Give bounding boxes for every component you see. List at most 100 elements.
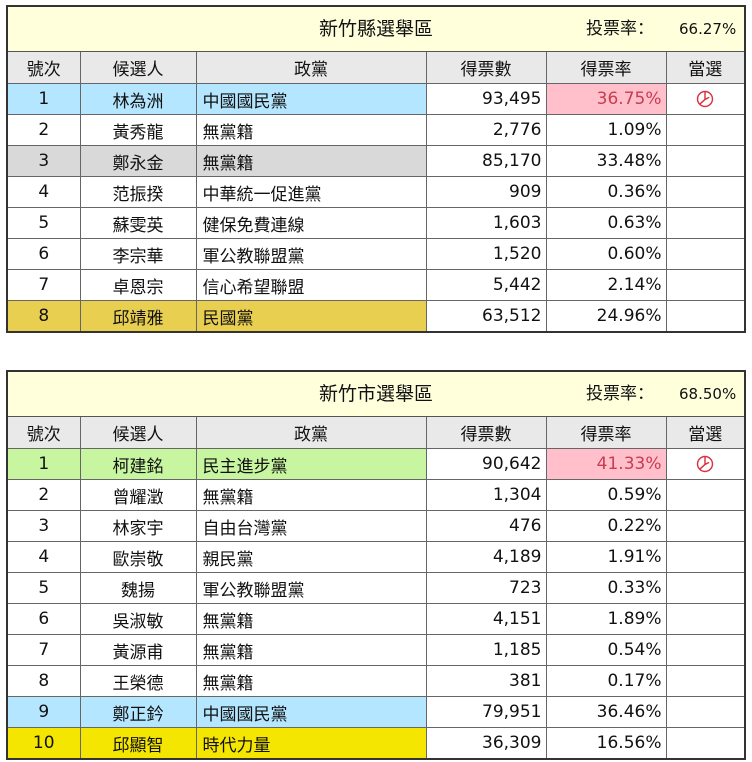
candidate-name: 林家宇 (79, 510, 197, 542)
candidate-number: 2 (8, 114, 81, 146)
header-row: 號次 候選人 政黨 得票數 得票率 當選 (8, 417, 744, 449)
elected-cell (665, 448, 744, 480)
elected-cell (665, 696, 744, 728)
candidate-number: 9 (8, 696, 81, 728)
party-name: 中華統一促進黨 (195, 176, 427, 208)
party-name: 軍公教聯盟黨 (195, 572, 427, 604)
candidate-row: 6 李宗華 軍公教聯盟黨 1,520 0.60% (8, 238, 744, 270)
candidate-row: 4 范振揆 中華統一促進黨 909 0.36% (8, 176, 744, 208)
candidate-name: 黃源甫 (79, 634, 197, 666)
vote-count: 90,642 (425, 448, 547, 480)
district-results-table: 新竹縣選舉區 投票率： 66.27% 號次 候選人 政黨 得票數 得票率 當選 1 林為洲 中國… (6, 5, 746, 333)
party-name: 無黨籍 (195, 145, 427, 177)
candidate-number: 2 (8, 479, 81, 511)
candidate-row: 6 吳淑敏 無黨籍 4,151 1.89% (8, 603, 744, 635)
candidate-number: 4 (8, 176, 81, 208)
vote-rate: 33.48% (545, 145, 667, 177)
candidate-number: 5 (8, 207, 81, 239)
candidate-name: 歐崇敬 (79, 541, 197, 573)
candidate-name: 鄭永金 (79, 145, 197, 177)
elected-cell (665, 603, 744, 635)
party-name: 民主進步黨 (195, 448, 427, 480)
results-grid: 號次 候選人 政黨 得票數 得票率 當選 1 柯建銘 民主進步黨 90,642 41.33% 2 曾耀澂… (8, 417, 744, 758)
candidate-number: 8 (8, 300, 81, 331)
candidate-row: 10 邱顯智 時代力量 36,309 16.56% (8, 727, 744, 758)
vote-count: 909 (425, 176, 547, 208)
elected-cell (665, 572, 744, 604)
col-header-no: 號次 (8, 52, 81, 84)
vote-rate: 0.54% (545, 634, 667, 666)
col-header-votes: 得票數 (425, 52, 547, 84)
vote-count: 476 (425, 510, 547, 542)
candidate-row: 1 柯建銘 民主進步黨 90,642 41.33% (8, 448, 744, 480)
col-header-rate: 得票率 (545, 52, 667, 84)
candidate-name: 林為洲 (79, 83, 197, 115)
vote-count: 1,304 (425, 479, 547, 511)
party-name: 軍公教聯盟黨 (195, 238, 427, 270)
turnout-value: 66.27% (679, 20, 737, 38)
candidate-number: 6 (8, 603, 81, 635)
elected-mark-icon (697, 90, 714, 108)
candidate-row: 8 邱靖雅 民國黨 63,512 24.96% (8, 300, 744, 331)
results-grid: 號次 候選人 政黨 得票數 得票率 當選 1 林為洲 中國國民黨 93,495 36.75% 2 黃秀龍… (8, 52, 744, 331)
candidate-row: 2 黃秀龍 無黨籍 2,776 1.09% (8, 114, 744, 146)
vote-count: 1,520 (425, 238, 547, 270)
candidate-number: 7 (8, 634, 81, 666)
party-name: 自由台灣黨 (195, 510, 427, 542)
candidate-number: 3 (8, 145, 81, 177)
party-name: 信心希望聯盟 (195, 269, 427, 301)
candidate-row: 2 曾耀澂 無黨籍 1,304 0.59% (8, 479, 744, 511)
candidate-row: 5 蘇雯英 健保免費連線 1,603 0.63% (8, 207, 744, 239)
col-header-elected: 當選 (665, 52, 744, 84)
elected-cell (665, 238, 744, 270)
candidate-number: 1 (8, 83, 81, 115)
candidate-name: 鄭正鈐 (79, 696, 197, 728)
candidate-row: 3 鄭永金 無黨籍 85,170 33.48% (8, 145, 744, 177)
col-header-rate: 得票率 (545, 417, 667, 449)
candidate-name: 范振揆 (79, 176, 197, 208)
candidate-number: 8 (8, 665, 81, 697)
candidate-name: 曾耀澂 (79, 479, 197, 511)
party-name: 中國國民黨 (195, 696, 427, 728)
col-header-no: 號次 (8, 417, 81, 449)
vote-count: 2,776 (425, 114, 547, 146)
vote-rate: 0.59% (545, 479, 667, 511)
elected-cell (665, 207, 744, 239)
vote-rate: 1.91% (545, 541, 667, 573)
col-header-candidate: 候選人 (79, 52, 197, 84)
vote-count: 85,170 (425, 145, 547, 177)
candidate-row: 7 卓恩宗 信心希望聯盟 5,442 2.14% (8, 269, 744, 301)
vote-count: 93,495 (425, 83, 547, 115)
vote-count: 63,512 (425, 300, 547, 331)
candidate-row: 8 王榮德 無黨籍 381 0.17% (8, 665, 744, 697)
col-header-elected: 當選 (665, 417, 744, 449)
vote-rate: 1.09% (545, 114, 667, 146)
vote-rate: 0.60% (545, 238, 667, 270)
vote-count: 79,951 (425, 696, 547, 728)
turnout-label: 投票率： (586, 19, 654, 39)
district-title-bar: 新竹縣選舉區 投票率： 66.27% (8, 7, 744, 52)
candidate-number: 7 (8, 269, 81, 301)
candidate-name: 卓恩宗 (79, 269, 197, 301)
col-header-votes: 得票數 (425, 417, 547, 449)
party-name: 無黨籍 (195, 479, 427, 511)
candidate-row: 9 鄭正鈐 中國國民黨 79,951 36.46% (8, 696, 744, 728)
candidate-row: 5 魏揚 軍公教聯盟黨 723 0.33% (8, 572, 744, 604)
candidate-number: 4 (8, 541, 81, 573)
party-name: 健保免費連線 (195, 207, 427, 239)
candidate-name: 魏揚 (79, 572, 197, 604)
vote-count: 36,309 (425, 727, 547, 758)
vote-rate: 0.22% (545, 510, 667, 542)
party-name: 無黨籍 (195, 114, 427, 146)
party-name: 民國黨 (195, 300, 427, 331)
vote-rate: 41.33% (545, 448, 667, 480)
district-results-table: 新竹市選舉區 投票率： 68.50% 號次 候選人 政黨 得票數 得票率 當選 1 柯建銘 民主… (6, 370, 746, 760)
vote-rate: 0.33% (545, 572, 667, 604)
party-name: 中國國民黨 (195, 83, 427, 115)
vote-rate: 2.14% (545, 269, 667, 301)
header-row: 號次 候選人 政黨 得票數 得票率 當選 (8, 52, 744, 84)
col-header-party: 政黨 (195, 417, 427, 449)
elected-mark-icon (697, 455, 714, 473)
vote-count: 723 (425, 572, 547, 604)
district-title-bar: 新竹市選舉區 投票率： 68.50% (8, 372, 744, 417)
